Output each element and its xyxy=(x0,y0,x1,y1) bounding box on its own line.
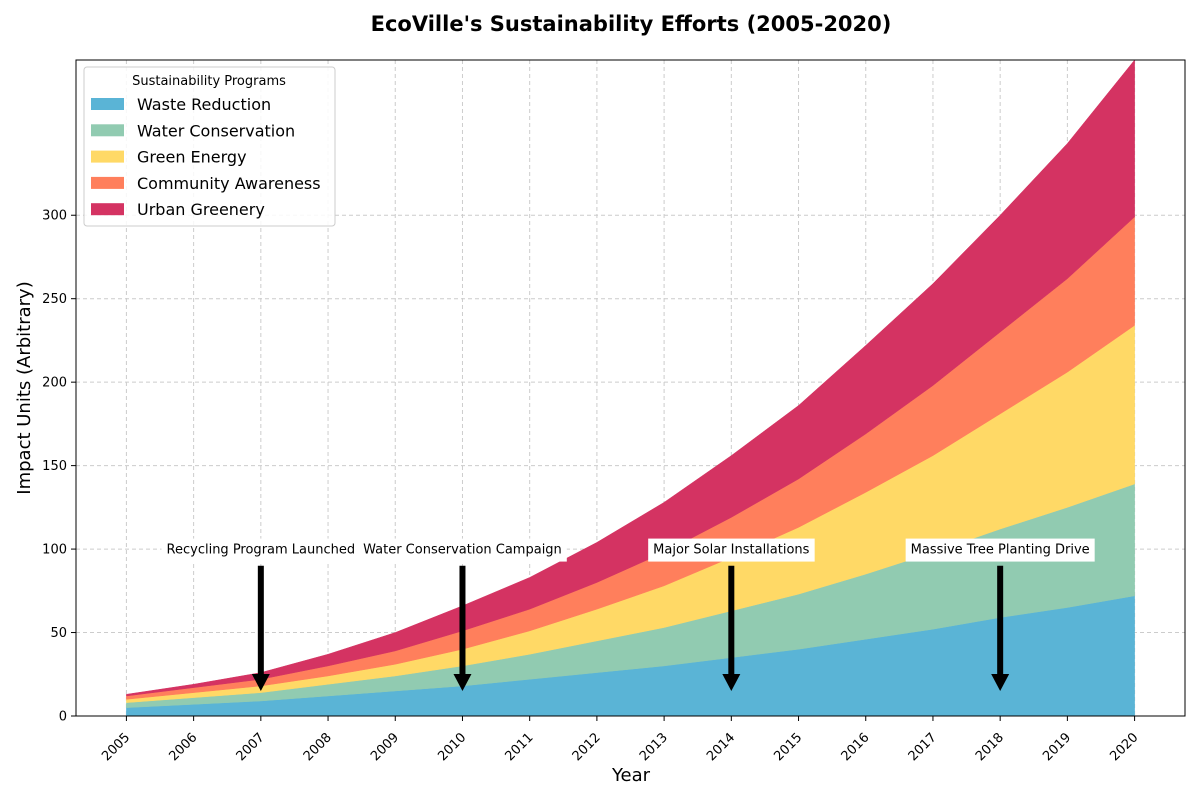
annotation-2: Major Solar Installations xyxy=(648,538,815,562)
chart-title: EcoVille's Sustainability Efforts (2005-… xyxy=(371,12,892,36)
annotation-text: Massive Tree Planting Drive xyxy=(911,543,1090,558)
x-tick-label: 2008 xyxy=(301,730,335,764)
legend-label: Waste Reduction xyxy=(137,95,271,114)
y-tick-label: 0 xyxy=(59,710,67,725)
x-axis-label: Year xyxy=(611,765,651,786)
y-tick-label: 300 xyxy=(42,209,67,224)
legend-box xyxy=(83,66,336,227)
annotation-arrow-3 xyxy=(991,565,1010,691)
legend-label: Green Energy xyxy=(137,148,247,167)
legend-title: Sustainability Programs xyxy=(132,74,286,89)
annotation-box xyxy=(905,538,1095,562)
legend-swatch xyxy=(91,203,124,216)
annotation-arrow-0 xyxy=(251,565,270,691)
y-tick-label: 150 xyxy=(42,459,67,474)
x-tick-label: 2009 xyxy=(368,730,402,764)
x-tick-label: 2013 xyxy=(637,730,671,764)
x-tick-label: 2017 xyxy=(906,730,940,764)
annotation-box xyxy=(648,538,815,562)
x-tick-label: 2018 xyxy=(973,730,1007,764)
x-tick-label: 2020 xyxy=(1107,730,1141,764)
legend-swatch xyxy=(91,124,124,137)
legend-swatch xyxy=(91,150,124,163)
y-tick-label: 100 xyxy=(42,543,67,558)
x-tick-label: 2019 xyxy=(1040,730,1074,764)
legend-label: Water Conservation xyxy=(137,121,295,140)
x-tick-label: 2007 xyxy=(234,730,268,764)
y-tick-label: 50 xyxy=(50,626,67,641)
y-tick-label: 250 xyxy=(42,292,67,307)
plot-frame xyxy=(75,59,1186,717)
x-tick-label: 2016 xyxy=(839,730,873,764)
legend-swatch xyxy=(91,98,124,110)
annotation-1: Water Conservation Campaign xyxy=(358,538,567,562)
legend: Sustainability Programs Waste Reduction Wa… xyxy=(83,66,336,227)
annotation-box xyxy=(358,538,567,562)
legend-label: Urban Greenery xyxy=(137,200,265,219)
annotation-arrow-1 xyxy=(453,565,472,691)
annotation-text: Recycling Program Launched xyxy=(167,543,356,558)
y-tick-label: 200 xyxy=(42,376,67,391)
annotation-box xyxy=(161,538,361,562)
annotation-arrow-2 xyxy=(722,565,741,691)
annotation-0: Recycling Program Launched xyxy=(161,538,361,562)
x-tick-label: 2006 xyxy=(166,730,200,764)
annotations: Recycling Program Launched Water Conserva… xyxy=(161,538,1095,691)
x-tick-label: 2010 xyxy=(435,730,469,764)
annotation-3: Massive Tree Planting Drive xyxy=(905,538,1095,562)
annotation-text: Water Conservation Campaign xyxy=(363,543,562,558)
legend-label: Community Awareness xyxy=(137,174,321,193)
x-tick-label: 2005 xyxy=(99,730,133,764)
y-axis-label: Impact Units (Arbitrary) xyxy=(14,281,35,494)
annotation-text: Major Solar Installations xyxy=(653,543,809,558)
legend-swatch xyxy=(91,176,124,189)
x-tick-label: 2012 xyxy=(570,730,604,764)
x-tick-label: 2011 xyxy=(503,730,537,764)
area-series-4 xyxy=(126,59,1135,697)
x-tick-label: 2014 xyxy=(704,730,738,764)
x-tick-label: 2015 xyxy=(771,730,805,764)
